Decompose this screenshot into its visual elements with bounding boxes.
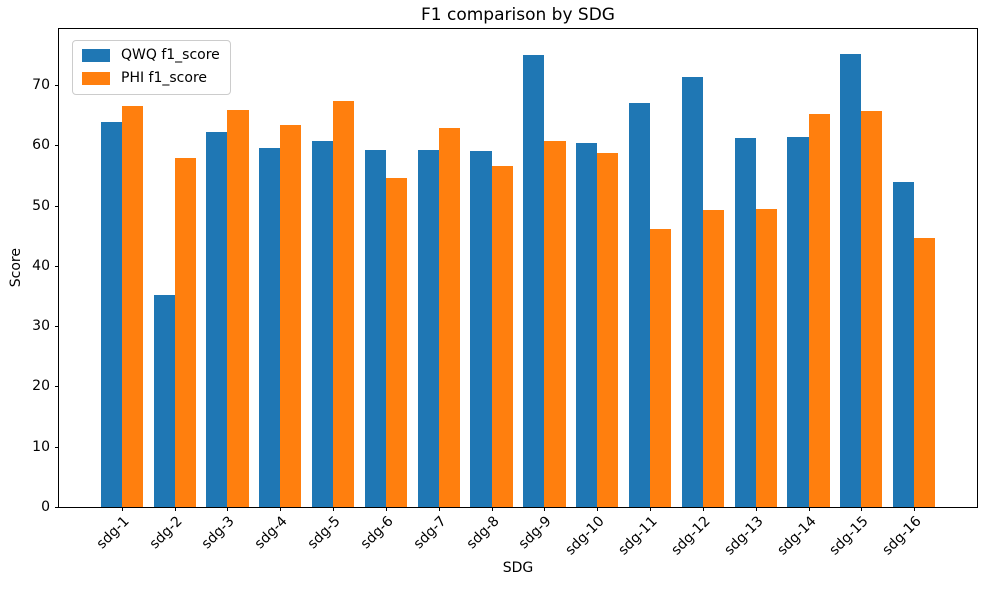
bar-sdg-16-phi (914, 237, 936, 507)
x-tick-mark (650, 507, 652, 511)
x-tick-mark (808, 507, 810, 511)
x-tick-mark (544, 507, 546, 511)
legend-row: QWQ f1_score (82, 48, 220, 63)
bar-sdg-5-qwq (312, 141, 334, 507)
x-tick-mark (385, 507, 387, 511)
x-tick-mark (597, 507, 599, 511)
y-tick-mark (55, 446, 59, 448)
y-tick-mark (55, 145, 59, 147)
bar-sdg-2-phi (174, 158, 196, 507)
bar-sdg-11-qwq (628, 103, 651, 507)
bar-sdg-3-qwq (206, 132, 228, 507)
bar-sdg-11-phi (650, 228, 672, 507)
y-tick-mark (55, 507, 59, 508)
x-axis-label: SDG (502, 560, 534, 576)
y-axis-label-wrap: Score (8, 28, 24, 508)
y-tick-label: 60 (32, 137, 50, 154)
x-tick-mark (438, 507, 440, 511)
bar-sdg-1-phi (121, 106, 143, 507)
y-tick-mark (55, 326, 59, 328)
y-tick-label: 20 (32, 378, 50, 395)
legend-row: PHI f1_score (82, 71, 220, 86)
y-tick-mark (55, 205, 59, 207)
plot-area: QWQ f1_score PHI f1_score 0 10 20 30 40 50 60 70… (32, 28, 978, 559)
bar-sdg-5-phi (333, 101, 355, 507)
bar-sdg-14-qwq (787, 136, 809, 507)
bar-sdg-4-phi (280, 125, 302, 507)
x-tick-mark (280, 507, 282, 511)
x-tick-mark (227, 507, 229, 511)
bar-sdg-7-phi (438, 127, 460, 507)
y-tick-mark (55, 386, 59, 388)
x-tick-mark (333, 507, 335, 511)
bar-sdg-8-phi (491, 165, 513, 507)
y-tick-label: 10 (32, 438, 50, 455)
bar-sdg-15-phi (861, 110, 883, 507)
bar-sdg-7-qwq (417, 150, 439, 507)
y-tick-mark (55, 265, 59, 267)
chart-title: F1 comparison by SDG (421, 5, 615, 25)
bar-sdg-9-qwq (523, 54, 545, 507)
bar-sdg-10-phi (597, 152, 619, 507)
x-tick-mark (755, 507, 757, 511)
legend-label: PHI f1_score (121, 70, 208, 86)
bar-sdg-6-phi (385, 177, 408, 507)
bar-sdg-1-qwq (100, 121, 122, 507)
bar-sdg-12-qwq (681, 77, 703, 507)
legend-swatch (82, 72, 110, 85)
legend: QWQ f1_score PHI f1_score (72, 40, 231, 95)
bar-sdg-9-phi (544, 141, 566, 507)
bar-sdg-6-qwq (364, 150, 386, 507)
bar-sdg-15-qwq (840, 53, 862, 507)
x-tick-mark (861, 507, 863, 511)
bar-sdg-16-qwq (893, 182, 915, 507)
bar-sdg-12-phi (702, 210, 724, 507)
bar-sdg-13-qwq (734, 138, 756, 507)
bar-sdg-2-qwq (153, 294, 175, 507)
y-axis-label: Score (8, 248, 24, 288)
y-tick-label: 70 (32, 77, 50, 94)
bar-sdg-8-qwq (470, 150, 492, 507)
y-tick-mark (55, 85, 59, 87)
x-tick-mark (121, 507, 123, 511)
x-tick-mark (174, 507, 176, 511)
legend-label: QWQ f1_score (121, 47, 220, 63)
y-tick-label: 50 (32, 197, 50, 214)
x-tick-mark (702, 507, 704, 511)
bar-sdg-10-qwq (576, 142, 598, 507)
x-tick-mark (914, 507, 916, 511)
legend-swatch (82, 49, 110, 62)
x-tick-mark (491, 507, 493, 511)
y-tick-label: 40 (32, 257, 50, 274)
y-tick-label: 0 (41, 499, 50, 515)
bar-sdg-4-qwq (259, 147, 281, 507)
bar-sdg-13-phi (755, 209, 777, 507)
bar-sdg-3-phi (227, 109, 249, 507)
bar-sdg-14-phi (808, 114, 830, 507)
y-tick-label: 30 (32, 318, 50, 335)
